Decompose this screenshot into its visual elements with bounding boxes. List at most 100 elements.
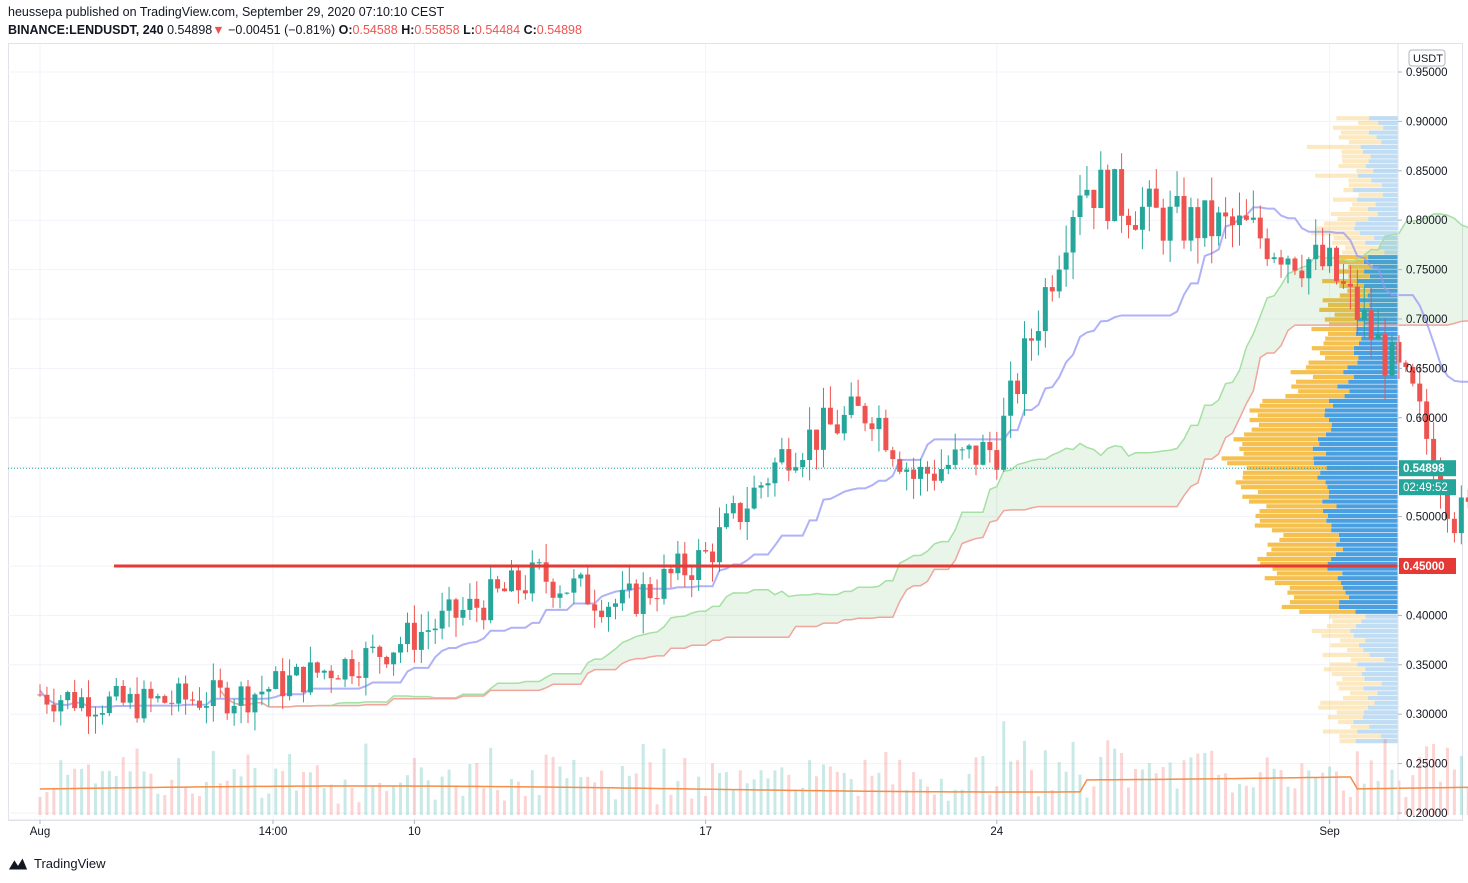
vp-bar-down — [1248, 499, 1323, 504]
candle-body — [779, 449, 785, 463]
vp-bar-down — [1356, 168, 1374, 174]
vp-bar-down — [1332, 240, 1366, 245]
volume-bar — [558, 766, 562, 815]
cloud-segment — [740, 592, 748, 638]
vp-bar-down — [1343, 695, 1368, 701]
vp-bar-down — [1262, 398, 1329, 404]
volume-bar — [586, 776, 590, 815]
volume-bar — [1175, 788, 1179, 815]
volume-bar — [1459, 756, 1463, 815]
candle-body — [439, 610, 445, 629]
price-tick-label: 0.60000 — [1406, 413, 1448, 425]
volume-bar — [1203, 752, 1207, 815]
cloud-segment — [664, 617, 671, 656]
volume-bar — [475, 762, 479, 815]
candle-body — [1139, 206, 1145, 230]
vp-bar-up — [1357, 279, 1398, 284]
candle-body — [349, 659, 355, 677]
overlay-lines — [8, 467, 1398, 568]
volume-bar — [295, 790, 299, 815]
candle-body — [1465, 497, 1468, 502]
volume-bar — [274, 768, 278, 815]
vp-bar-down — [1257, 489, 1330, 495]
symbol-name[interactable]: BINANCE:LENDUSDT, 240 — [8, 23, 164, 37]
volume-bar — [1023, 740, 1027, 815]
candle-body — [1354, 286, 1360, 320]
vp-bar-up — [1364, 283, 1398, 289]
candle-body — [654, 598, 660, 600]
candle-body — [1271, 257, 1277, 260]
candle-body — [1091, 189, 1097, 209]
cloud-segment — [1128, 452, 1136, 507]
cloud-segment — [823, 594, 831, 624]
cloud-segment — [1086, 447, 1094, 507]
vp-bar-down — [1249, 408, 1325, 413]
candle-body — [245, 686, 251, 713]
volume-bar — [801, 787, 805, 815]
vp-bar-down — [1334, 312, 1364, 317]
candle-body — [280, 671, 286, 697]
candle-body — [827, 407, 833, 425]
vp-bar-up — [1326, 451, 1398, 456]
volume-bar — [1182, 760, 1186, 815]
time-tick-label: 10 — [408, 826, 421, 838]
currency-label: USDT — [1413, 53, 1443, 65]
vp-bar-up — [1335, 552, 1398, 557]
candle-body — [841, 414, 847, 434]
volume-bar — [1133, 768, 1137, 815]
volume-bar — [156, 793, 160, 815]
vp-bar-up — [1363, 259, 1398, 265]
vp-bar-up — [1354, 633, 1398, 638]
candle-body — [1458, 497, 1464, 534]
volume-bar — [371, 785, 375, 815]
vp-bar-down — [1342, 250, 1385, 255]
vp-bar-down — [1342, 676, 1365, 681]
cloud-segment — [781, 591, 789, 638]
price-axis: 0.95000 0.90000 0.85000 0.80000 0.75000 0.700… — [1397, 44, 1456, 820]
candle-body — [120, 686, 126, 703]
volume-bar — [1085, 797, 1089, 815]
vp-bar-up — [1331, 556, 1398, 562]
candle-body — [1202, 200, 1208, 239]
cloud-segment — [885, 580, 893, 618]
volume-bar — [378, 782, 382, 815]
volume-bar — [1286, 786, 1290, 815]
cloud-segment — [1121, 446, 1129, 507]
vp-bar-down — [1227, 461, 1314, 466]
volume-bar — [717, 773, 721, 815]
vp-bar-down — [1338, 686, 1364, 691]
volume-bar — [787, 774, 791, 815]
volume-bar — [419, 767, 423, 815]
volume-bar — [66, 774, 70, 815]
candle-body — [127, 693, 133, 703]
candle-body — [58, 700, 64, 712]
candle-body — [418, 631, 424, 650]
vp-bar-up — [1358, 341, 1398, 346]
cloud-segment — [878, 580, 886, 618]
cloud-segment — [573, 673, 581, 685]
candle-body — [918, 466, 924, 479]
candle-body — [786, 449, 792, 471]
vp-bar-down — [1254, 523, 1332, 528]
candle-body — [252, 694, 258, 713]
candle-body — [1126, 215, 1132, 226]
vp-bar-up — [1355, 298, 1398, 303]
volume-bar — [301, 771, 305, 815]
candle-body — [391, 652, 397, 665]
candle-body — [765, 483, 771, 486]
vp-bar-up — [1353, 719, 1398, 725]
candle-body — [79, 697, 85, 709]
volume-bar — [1425, 746, 1429, 815]
volume-bar — [1140, 769, 1144, 815]
vp-bar-down — [1259, 518, 1327, 523]
candle-body — [1132, 225, 1138, 230]
cloud-segment — [1267, 295, 1275, 353]
volume-bar — [246, 754, 250, 815]
span-b-line — [219, 320, 1468, 708]
volume-bar — [1293, 788, 1297, 815]
vp-bar-down — [1264, 576, 1338, 581]
cloud-segment — [816, 593, 824, 627]
vp-bar-up — [1381, 140, 1398, 145]
cloud-segment — [969, 512, 976, 541]
